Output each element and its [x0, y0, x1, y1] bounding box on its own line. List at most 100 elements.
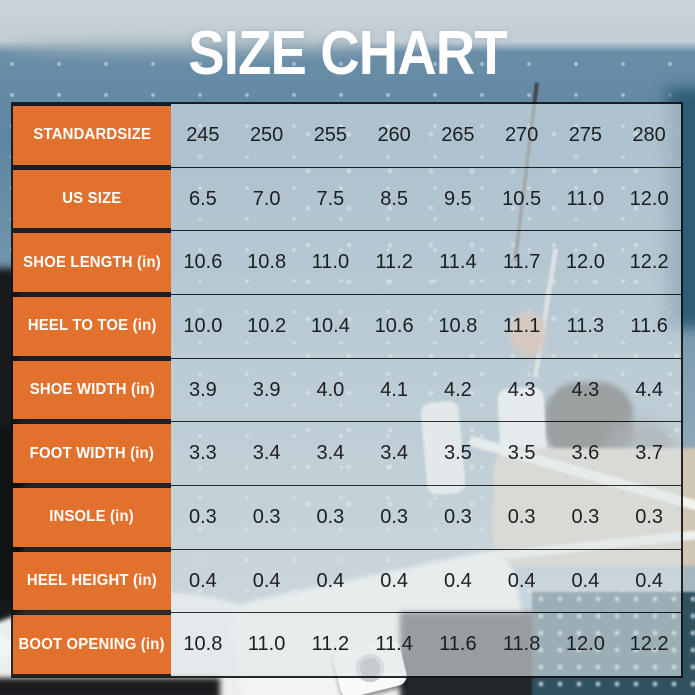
- value-cell: 4.2: [443, 378, 472, 401]
- value-cell: 0.3: [316, 505, 345, 528]
- value-cell: 8.5: [380, 187, 409, 210]
- row-header-cell: STANDARDSIZE: [13, 106, 171, 165]
- row-header-label: SHOE LENGTH (in): [23, 253, 161, 271]
- row-header-label: STANDARDSIZE: [33, 126, 151, 144]
- row-header-wrap: HEEL TO TOE (in): [13, 295, 171, 358]
- row-values: 10.6 10.8 11.0 11.2 11.4 11.7 12.0 12.2: [171, 231, 681, 295]
- row-header-cell: HEEL TO TOE (in): [13, 297, 171, 356]
- row-values: 0.3 0.3 0.3 0.3 0.3 0.3 0.3 0.3: [171, 486, 681, 549]
- value-cell: 11.8: [502, 633, 541, 656]
- row-header-cell: FOOT WIDTH (in): [13, 424, 171, 484]
- value-cell: 3.9: [188, 378, 217, 401]
- value-cell: 0.3: [380, 505, 409, 528]
- value-cell: 0.3: [188, 505, 217, 528]
- value-cell: 11.6: [630, 314, 668, 337]
- row-values: 6.5 7.0 7.5 8.5 9.5 10.5 11.0 12.0: [171, 167, 681, 231]
- value-cell: 0.3: [443, 505, 472, 528]
- value-cell: 12.2: [629, 633, 669, 656]
- value-cell: 0.4: [316, 569, 345, 592]
- row-header-label: HEEL HEIGHT (in): [26, 572, 157, 590]
- value-cell: 7.0: [252, 187, 281, 210]
- row-header-cell: US SIZE: [13, 169, 171, 229]
- value-cell: 0.3: [635, 505, 664, 528]
- row-header-label: SHOE WIDTH (in): [29, 381, 155, 399]
- value-cell: 3.9: [252, 378, 281, 401]
- value-cell: 10.2: [247, 314, 287, 337]
- table-row: US SIZE 6.5 7.0 7.5 8.5 9.5 10.5 11.0 12.0: [13, 167, 681, 232]
- value-cell: 10.0: [183, 314, 223, 337]
- horizon-haze: [0, 38, 380, 56]
- value-cell: 3.6: [571, 442, 600, 465]
- value-cell: 10.8: [183, 633, 223, 656]
- boat-shadow: [0, 678, 220, 695]
- value-cell: 0.4: [507, 569, 536, 592]
- value-cell: 10.4: [310, 314, 350, 337]
- value-cell: 4.0: [316, 378, 345, 401]
- table-row: INSOLE (in) 0.3 0.3 0.3 0.3 0.3 0.3 0.3 0.3: [13, 486, 681, 550]
- row-header-cell: HEEL HEIGHT (in): [13, 551, 171, 611]
- value-cell: 11.1: [502, 314, 541, 337]
- row-header-label: HEEL TO TOE (in): [27, 317, 157, 335]
- value-cell: 3.7: [635, 442, 664, 465]
- value-cell: 12.0: [629, 187, 669, 210]
- row-header-wrap: INSOLE (in): [13, 486, 171, 549]
- value-cell: 11.4: [439, 251, 477, 274]
- value-cell: 275: [568, 123, 603, 146]
- value-cell: 12.0: [565, 251, 605, 274]
- row-header-cell: INSOLE (in): [13, 488, 171, 547]
- row-values: 0.4 0.4 0.4 0.4 0.4 0.4 0.4 0.4: [171, 549, 681, 613]
- value-cell: 3.5: [443, 442, 472, 465]
- value-cell: 10.8: [438, 314, 478, 337]
- value-cell: 11.0: [311, 251, 350, 274]
- table-row: HEEL HEIGHT (in) 0.4 0.4 0.4 0.4 0.4 0.4 0.4 0.4: [13, 549, 681, 614]
- value-cell: 11.3: [566, 314, 605, 337]
- value-cell: 3.3: [188, 442, 217, 465]
- value-cell: 0.4: [635, 569, 664, 592]
- value-cell: 4.3: [507, 378, 536, 401]
- table-row: FOOT WIDTH (in) 3.3 3.4 3.4 3.4 3.5 3.5 3.6 3.7: [13, 422, 681, 487]
- table-row: SHOE LENGTH (in) 10.6 10.8 11.0 11.2 11.4 11.7…: [13, 231, 681, 296]
- row-header-wrap: SHOE WIDTH (in): [13, 358, 171, 422]
- row-header-wrap: SHOE LENGTH (in): [13, 231, 171, 295]
- value-cell: 11.0: [566, 187, 605, 210]
- row-header-wrap: HEEL HEIGHT (in): [13, 549, 171, 613]
- row-values: 3.3 3.4 3.4 3.4 3.5 3.5 3.6 3.7: [171, 422, 681, 486]
- page-title: SIZE CHART: [188, 19, 507, 88]
- value-cell: 11.6: [439, 633, 477, 656]
- value-cell: 11.2: [311, 633, 350, 656]
- value-cell: 4.4: [635, 378, 664, 401]
- row-header-label: BOOT OPENING (in): [18, 635, 166, 653]
- value-cell: 10.8: [247, 251, 287, 274]
- value-cell: 270: [504, 123, 539, 146]
- value-cell: 10.6: [183, 251, 223, 274]
- value-cell: 245: [186, 123, 220, 146]
- row-values: 245 250 255 260 265 270 275 280: [171, 104, 681, 167]
- value-cell: 0.3: [252, 505, 281, 528]
- value-cell: 3.4: [380, 442, 409, 465]
- value-cell: 0.4: [380, 569, 409, 592]
- value-cell: 12.2: [629, 251, 669, 274]
- value-cell: 250: [249, 123, 284, 146]
- value-cell: 0.4: [443, 569, 472, 592]
- value-cell: 265: [441, 123, 475, 146]
- value-cell: 0.4: [252, 569, 281, 592]
- table-row: BOOT OPENING (in) 10.8 11.0 11.2 11.4 11.6 11.…: [13, 613, 681, 677]
- row-values: 10.8 11.0 11.2 11.4 11.6 11.8 12.0 12.2: [171, 613, 681, 677]
- value-cell: 11.4: [375, 633, 413, 656]
- row-header-cell: SHOE WIDTH (in): [13, 360, 171, 420]
- value-cell: 0.3: [507, 505, 536, 528]
- value-cell: 11.7: [502, 251, 541, 274]
- value-cell: 7.5: [316, 187, 345, 210]
- row-header-wrap: BOOT OPENING (in): [13, 613, 171, 677]
- value-cell: 0.4: [188, 569, 217, 592]
- value-cell: 255: [313, 123, 348, 146]
- value-cell: 3.4: [316, 442, 345, 465]
- table-row: SHOE WIDTH (in) 3.9 3.9 4.0 4.1 4.2 4.3 4.3 4.4: [13, 358, 681, 423]
- value-cell: 3.4: [252, 442, 281, 465]
- row-header-cell: SHOE LENGTH (in): [13, 233, 171, 293]
- value-cell: 10.5: [502, 187, 542, 210]
- table-row: HEEL TO TOE (in) 10.0 10.2 10.4 10.6 10.8 11.1…: [13, 295, 681, 359]
- row-header-label: US SIZE: [62, 190, 122, 207]
- value-cell: 4.1: [380, 378, 409, 401]
- value-cell: 11.0: [247, 633, 286, 656]
